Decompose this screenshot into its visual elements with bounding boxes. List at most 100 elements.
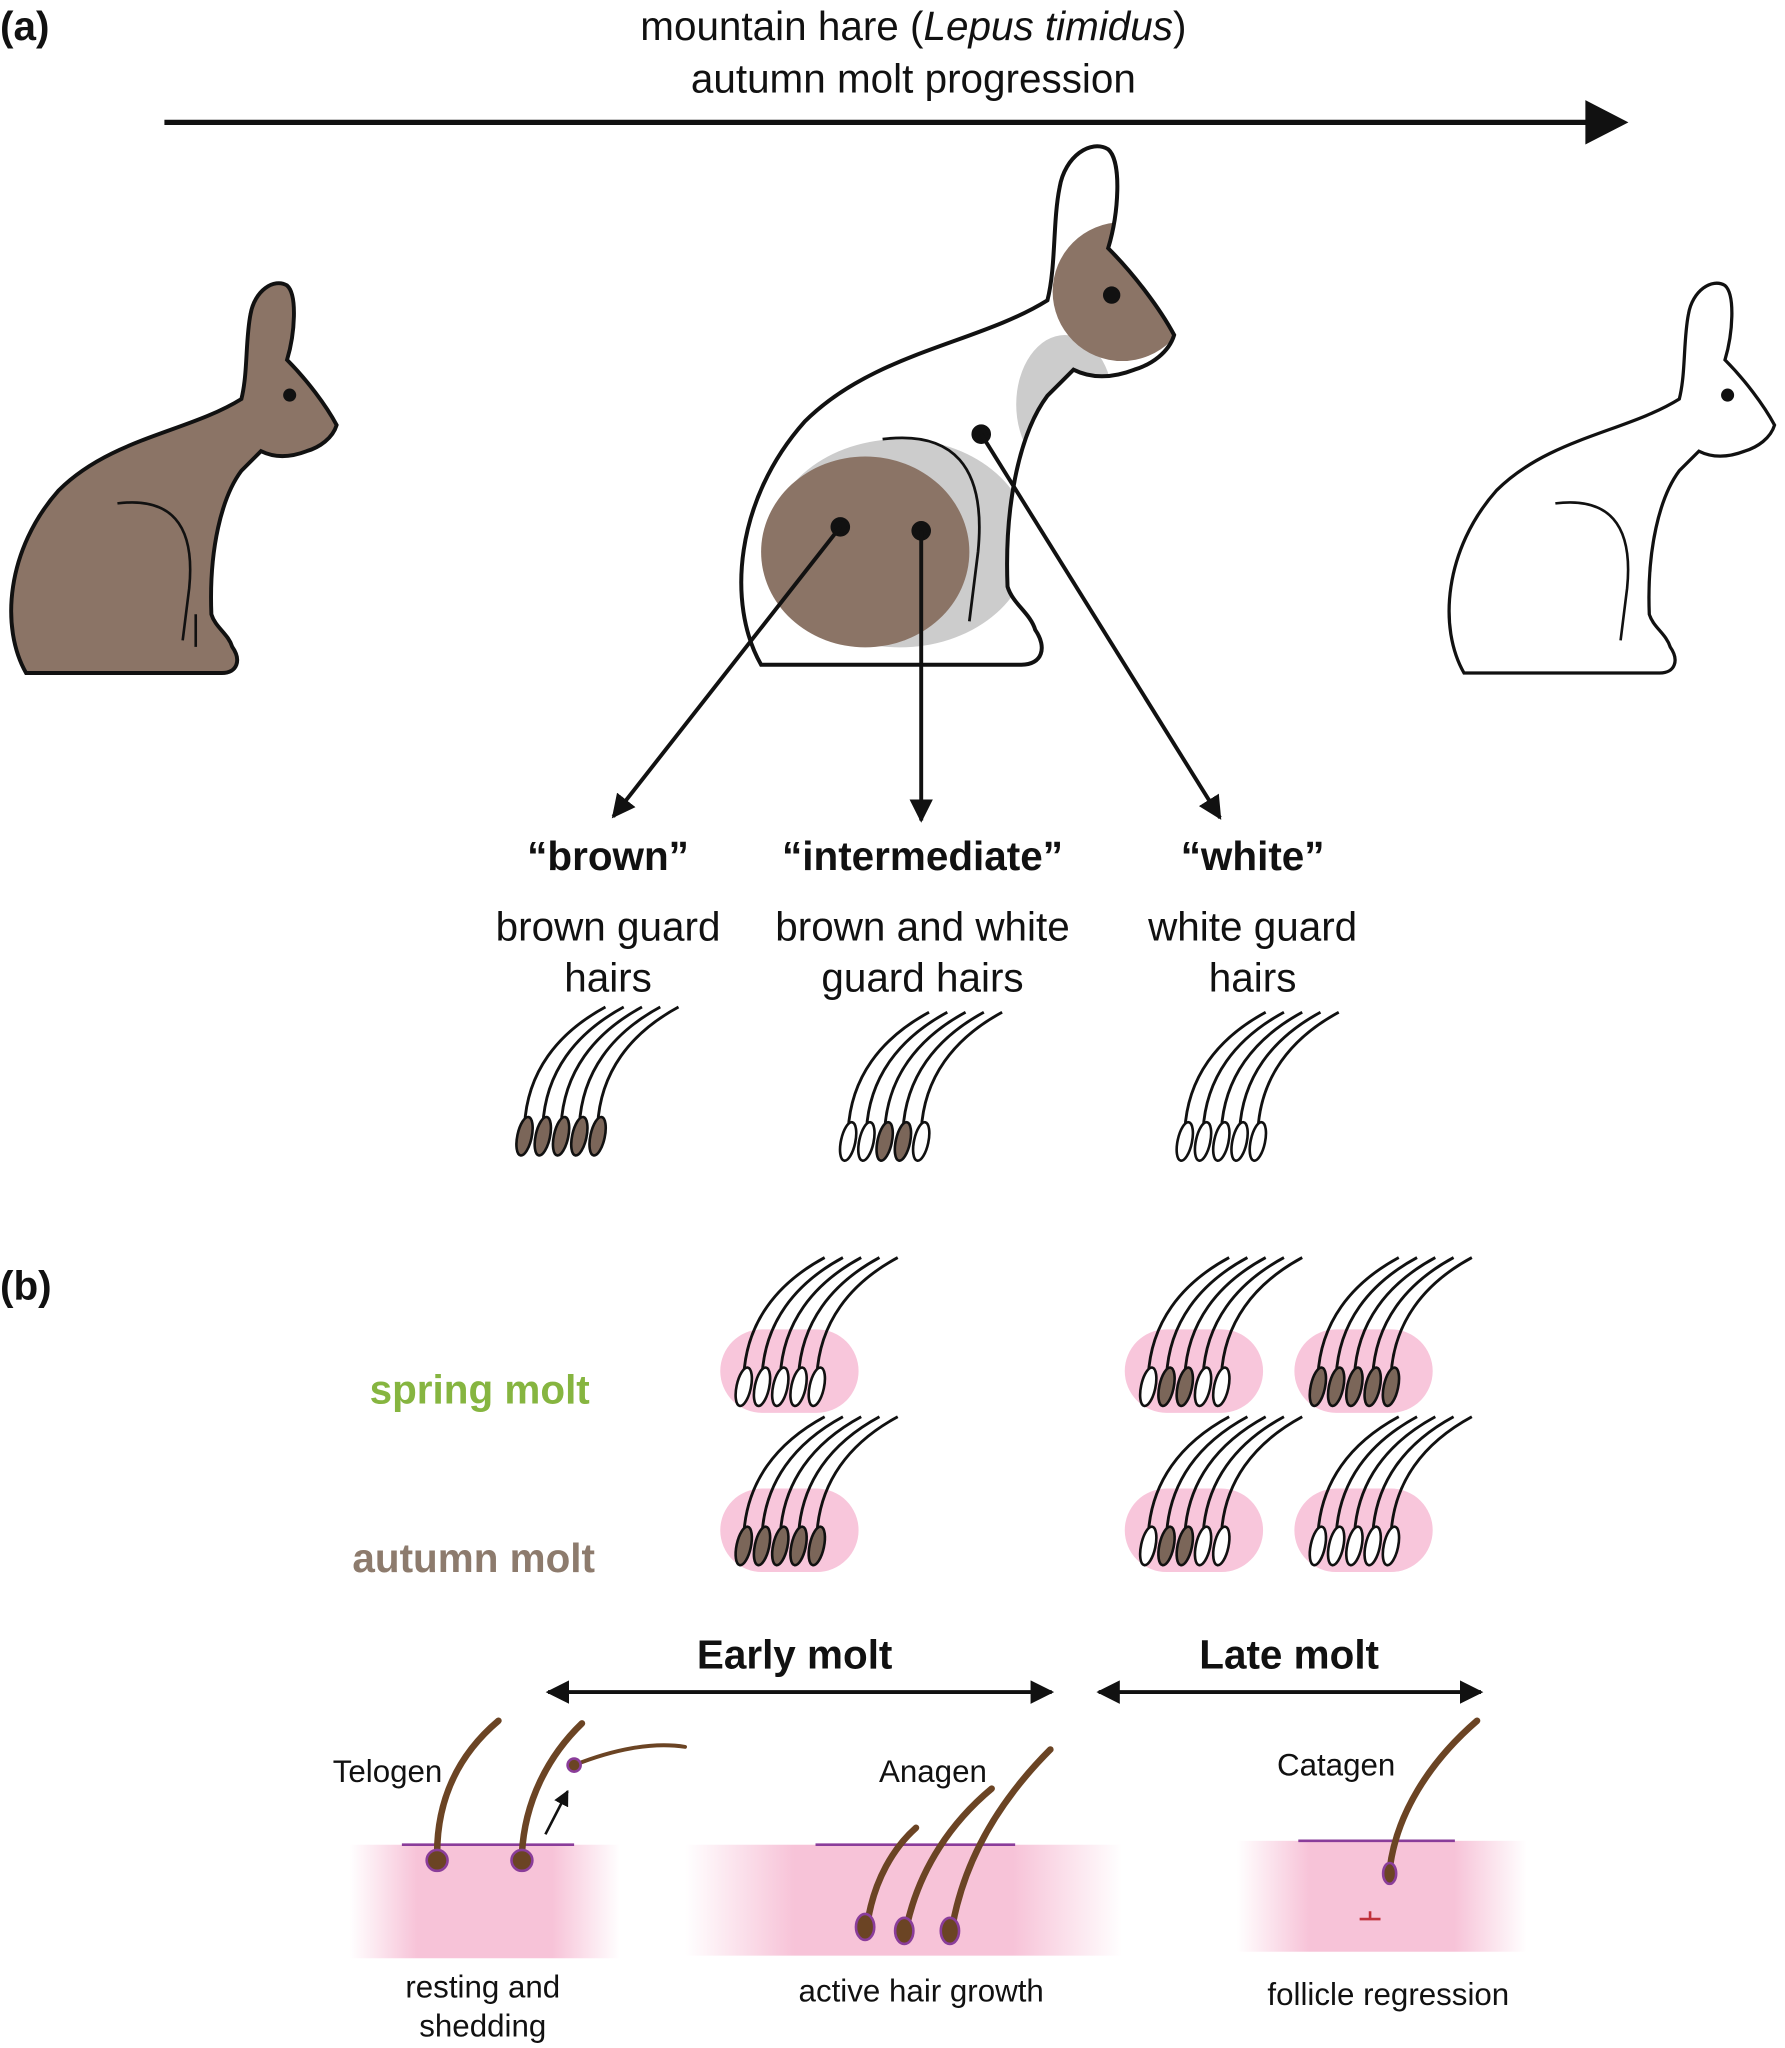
hair-shaft [760, 1256, 844, 1377]
hair-tuft [1294, 1415, 1473, 1573]
title-line: mountain hare (Lepus timidus) [640, 3, 1186, 49]
hair-bulb [569, 1115, 589, 1157]
category-description: guard hairs [821, 954, 1023, 1000]
hair-bulb [752, 1525, 772, 1567]
hair-shaft [901, 1010, 985, 1132]
hair-shaft [883, 1010, 967, 1132]
category-description: hairs [1209, 954, 1297, 1000]
hair-shaft [1316, 1256, 1400, 1377]
hair-shaft [846, 1010, 930, 1132]
hair-bulb [1211, 1120, 1231, 1162]
hair-bulb [1193, 1120, 1213, 1162]
hair-shaft [1183, 1010, 1267, 1132]
hair-shaft [815, 1256, 899, 1377]
hair-bulb [807, 1366, 827, 1408]
hair-shaft [1183, 1415, 1267, 1536]
title-line: autumn molt progression [691, 55, 1136, 101]
hair-bulb [1248, 1120, 1268, 1162]
hair-shaft [1201, 1415, 1285, 1536]
hair-bulb [1175, 1366, 1195, 1408]
hair-tuft [1294, 1256, 1473, 1413]
hair-tuft [1124, 1415, 1303, 1573]
hair-bulb [1211, 1525, 1231, 1567]
hair-shaft [1334, 1256, 1418, 1377]
hair-tuft [1124, 1256, 1303, 1413]
hair-shaft [1389, 1256, 1473, 1377]
hair-shaft [1316, 1415, 1400, 1536]
category-description: white guard [1147, 903, 1357, 949]
hair-shaft [1165, 1415, 1249, 1536]
stage-name: Anagen [879, 1754, 987, 1789]
hair-bulb [1157, 1525, 1176, 1567]
hair-bulb [1381, 1366, 1401, 1408]
phase-label: Early molt [697, 1632, 893, 1678]
row-label: autumn molt [352, 1535, 595, 1581]
hair-bulb [875, 1120, 895, 1162]
hair-shaft [1371, 1256, 1455, 1377]
hair-shaft [1219, 1010, 1303, 1132]
row-label: spring molt [370, 1367, 590, 1413]
hair-shaft [1371, 1415, 1455, 1536]
category-description: brown guard [496, 903, 721, 949]
follicle-bulbs [425, 1757, 1398, 1946]
hair-bulb [1175, 1120, 1195, 1162]
hair-bulb [734, 1366, 754, 1408]
hair-bulb [1193, 1366, 1213, 1408]
hair-shaft [919, 1010, 1003, 1132]
hair-tuft [1175, 1010, 1340, 1162]
hair-bulb [1308, 1525, 1328, 1567]
sample-arrows [611, 424, 1222, 823]
hair-shaft [1389, 1415, 1473, 1536]
molting-hare [739, 144, 1177, 667]
hair-bulb [893, 1120, 913, 1162]
hair-shaft [797, 1256, 881, 1377]
hair-shaft [1201, 1010, 1285, 1132]
hair-shaft [559, 1005, 643, 1126]
title-text: ) [1173, 3, 1186, 49]
category-name: “white” [1181, 833, 1325, 879]
hair-bulb [1157, 1366, 1176, 1408]
stage-name: Telogen [333, 1754, 443, 1789]
hair-bulb [1138, 1366, 1158, 1408]
phase-label: Late molt [1199, 1632, 1379, 1678]
category-description: brown and white [775, 903, 1069, 949]
hair-bulb [1363, 1366, 1383, 1408]
hair-shaft [1352, 1415, 1436, 1536]
hair-bulb [1326, 1525, 1346, 1567]
hair-tuft [838, 1010, 1003, 1162]
hair-bulb [807, 1525, 827, 1567]
hair-bulb [911, 1120, 931, 1162]
hair-shaft [1165, 1256, 1249, 1377]
hair-shaft [1219, 1256, 1303, 1377]
panel-label: (a) [0, 3, 49, 49]
hair-shaft [1219, 1415, 1303, 1536]
brown-hare [9, 281, 339, 675]
hair-bulb [1138, 1525, 1158, 1567]
hair-bulb [1326, 1366, 1346, 1408]
hair-shaft [864, 1010, 948, 1132]
category-description: hairs [564, 954, 652, 1000]
hair-bulb [515, 1115, 534, 1157]
hair-shaft [1352, 1256, 1436, 1377]
follicle-hairs [433, 1717, 1481, 1929]
hair-shaft [1146, 1415, 1230, 1536]
hair-bulb [789, 1366, 808, 1408]
category-name: “brown” [527, 833, 689, 879]
white-hare [1447, 281, 1777, 675]
hair-shaft [778, 1415, 862, 1536]
hair-bulb [789, 1525, 808, 1567]
hair-tuft [720, 1415, 899, 1573]
skin-sections [349, 1839, 1527, 1959]
stage-description: shedding [419, 2009, 546, 2044]
hair-shaft [815, 1415, 899, 1536]
hair-shaft [1146, 1256, 1230, 1377]
hair-shaft [596, 1005, 680, 1126]
hair-bulb [1381, 1525, 1401, 1567]
hair-bulb [1344, 1366, 1364, 1408]
hair-shaft [742, 1256, 826, 1377]
hair-tuft [720, 1256, 899, 1413]
hair-bulb [551, 1115, 571, 1157]
stage-name: Catagen [1277, 1748, 1395, 1783]
